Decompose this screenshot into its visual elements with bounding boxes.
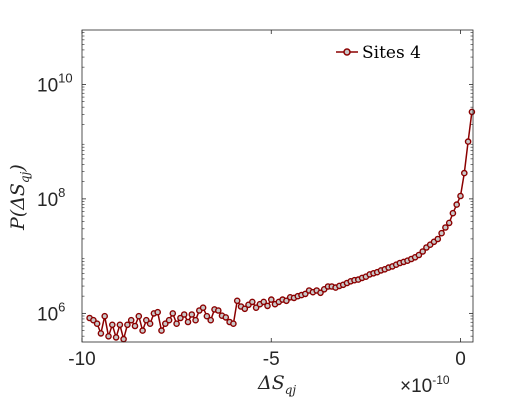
data-point [116,321,124,329]
data-point [188,311,196,318]
data-point [207,316,214,324]
data-point [415,251,423,259]
data-point [233,297,241,305]
data-point [109,321,116,329]
data-point [199,304,207,312]
data-point [139,327,146,334]
x-tick-label: -10 [68,349,95,370]
data-point [154,308,161,316]
data-point [124,321,131,329]
data-point [131,322,139,330]
data-point [146,320,154,328]
data-point [105,332,112,340]
data-point [248,298,256,306]
data-point [453,201,461,208]
data-point [264,302,271,310]
data-point [438,229,445,237]
data-point [449,209,457,217]
y-tick-label: 1010 [37,70,73,96]
data-point [267,296,275,303]
data-point [434,235,442,243]
data-point [180,311,188,318]
data-point [184,318,192,326]
data-point [127,316,135,324]
y-axis-label: P(ΔSqj) [7,164,32,231]
data-point [241,305,249,313]
data-point [93,320,101,328]
data-point [192,316,199,324]
legend: Sites 4 [336,43,421,63]
data-point [158,327,165,334]
data-point [445,219,453,227]
data-point [165,316,173,324]
legend-marker-sample [343,48,351,56]
data-point [222,314,230,321]
data-point [169,310,177,317]
data-point [252,304,260,312]
data-point [464,138,472,145]
data-point [214,307,222,314]
data-point [135,312,143,320]
data-point [177,314,184,322]
axis-ticks [81,30,473,342]
data-point [460,169,468,177]
data-point [442,224,449,231]
data-point [260,298,268,306]
data-point [142,316,150,324]
y-tick-label: 106 [37,299,65,325]
data-point [419,248,427,255]
series-markers [86,108,476,343]
data-point [230,320,237,328]
x-tick-label: 0 [455,349,466,370]
data-point [203,312,211,320]
data-point [161,320,169,328]
data-point [468,108,476,116]
axes-box [81,29,474,343]
data-point [173,320,180,328]
x-tick-label: -5 [263,349,280,370]
data-point [283,297,290,305]
data-point [457,192,464,200]
data-point [101,312,108,320]
series-layer [86,108,476,343]
y-tick-labels: 106 108 1010 [37,70,73,325]
data-point [120,335,127,343]
data-point [112,334,120,341]
data-point [97,330,105,337]
legend-label: Sites 4 [362,43,421,63]
x-multiplier: ×10-10 [400,373,450,397]
x-axis-label: ΔSqj [257,372,296,397]
x-tick-labels: -10 -5 0 [68,349,466,370]
y-tick-label: 108 [37,185,65,211]
